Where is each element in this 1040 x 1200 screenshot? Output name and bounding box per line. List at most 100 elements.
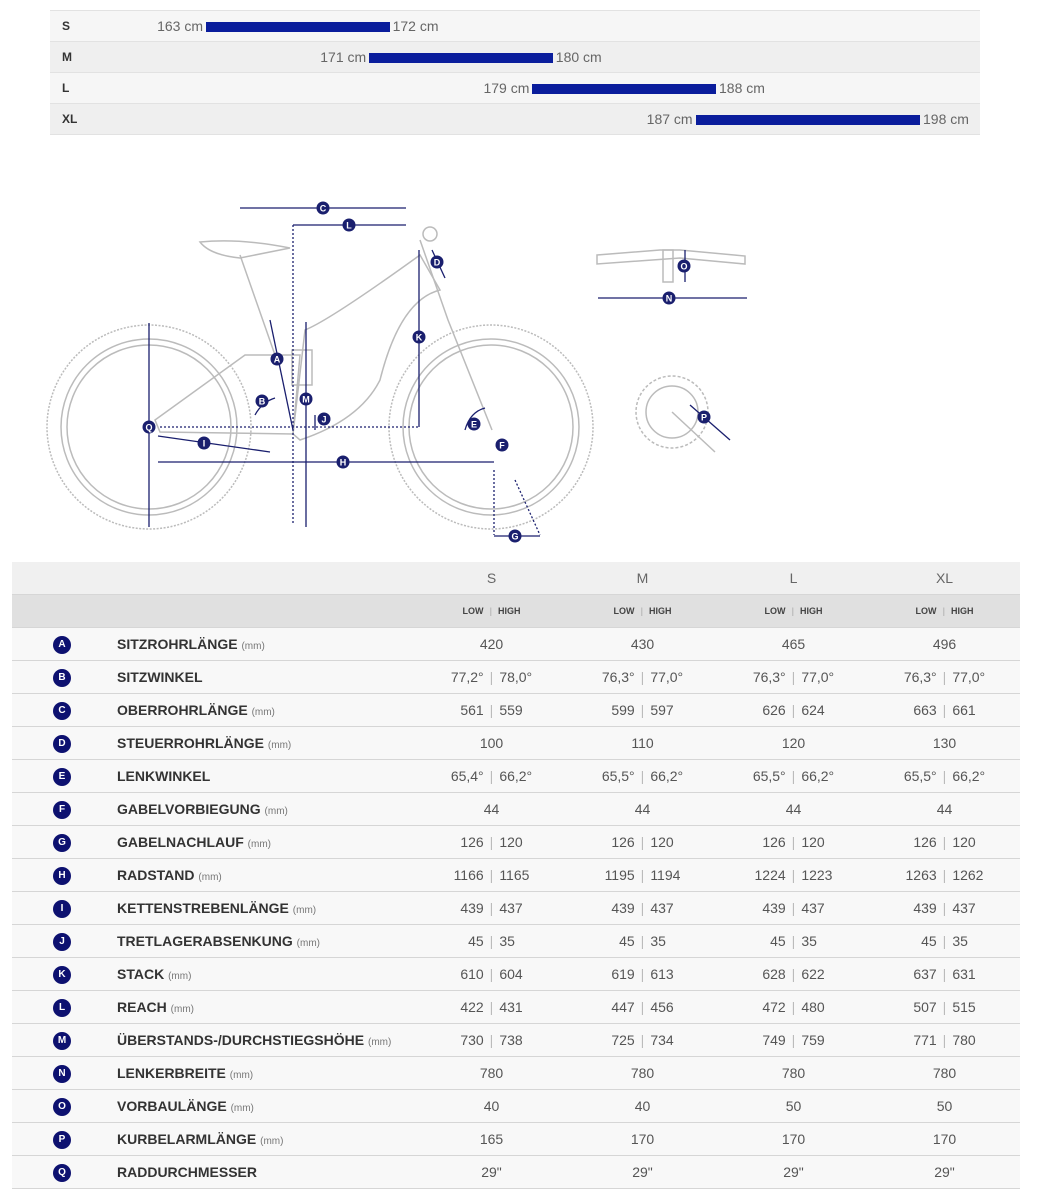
max-height: 172 cm [392,18,439,34]
measure-label: RADSTAND [117,867,195,883]
diagram-marker-k [412,330,426,344]
measure-value: 599 | 597 [567,693,718,727]
measure-value: 170 [567,1122,718,1156]
size-label: M [62,50,72,64]
frame [292,253,442,441]
geometry-row-h: H RADSTAND (mm) 1166 | 1165 1195 | 1194 1224 | 12… [12,858,1020,892]
saddle [198,240,291,259]
bike-outline [46,226,746,530]
measure-value: 637 | 631 [869,957,1020,991]
crank-arm [671,411,716,453]
low-high-label: LOW | HIGH [718,594,869,628]
measure-unit: (mm) [296,938,320,949]
measure-value: 29" [869,1155,1020,1189]
measure-value: 663 | 661 [869,693,1020,727]
size-label: S [62,19,71,33]
diagram-marker-q [142,420,156,434]
measure-value: 170 [869,1122,1020,1156]
size-label: XL [62,112,78,126]
measure-value: 130 [869,726,1020,760]
diagram-marker-label: I [203,439,206,449]
seatpost [239,254,276,356]
min-height: 163 cm [157,18,203,34]
diagram-marker-l [342,218,356,232]
geometry-row-c: C OBERROHRLÄNGE (mm) 561 | 559 599 | 597 626 | 62… [12,693,1020,727]
measure-value: 170 [718,1122,869,1156]
diagram-marker-label: G [511,532,518,542]
geometry-row-m: M ÜBERSTANDS-/DURCHSTIEGSHÖHE (mm) 730 | 73… [12,1023,1020,1057]
measure-value: 771 | 780 [869,1023,1020,1057]
measure-value: 76,3° | 77,0° [869,660,1020,694]
measure-value: 44 [567,792,718,826]
measure-value: 76,3° | 77,0° [718,660,869,694]
measure-value: 430 [567,627,718,661]
row-marker: J [53,933,71,951]
measure-label: STEUERROHRLÄNGE [117,735,265,751]
diagram-marker-label: Q [145,423,152,433]
diagram-marker-f [495,438,509,452]
diagram-marker-label: N [666,294,673,304]
measure-value: 126 | 120 [718,825,869,859]
measure-unit: (mm) [168,971,192,982]
measure-value: 44 [869,792,1020,826]
geometry-row-o: O VORBAULÄNGE (mm) 40 40 50 50 [12,1089,1020,1123]
measure-value: 29" [718,1155,869,1189]
measure-label: GABELNACHLAUF [117,834,244,850]
measure-value: 50 [718,1089,869,1123]
stem [422,226,438,242]
measure-value: 1166 | 1165 [416,858,567,892]
measure-value: 110 [567,726,718,760]
diagram-marker-label: M [302,395,310,405]
measure-label: STACK [117,966,165,982]
diagram-marker-label: D [434,258,441,268]
measure-value: 45 | 35 [718,924,869,958]
diagram-marker-m [299,392,313,406]
measure-value: 1195 | 1194 [567,858,718,892]
size-header-l: L [718,562,869,595]
diagram-marker-label: P [701,413,707,423]
height-row-l: L 179 cm 188 cm [50,72,980,103]
measure-value: 44 [416,792,567,826]
measure-value: 507 | 515 [869,990,1020,1024]
measure-unit: (mm) [229,1070,254,1081]
measure-label: TRETLAGERABSENKUNG [117,933,293,949]
measure-value: 76,3° | 77,0° [567,660,718,694]
measure-value: 77,2° | 78,0° [416,660,567,694]
diagram-marker-g [508,529,522,543]
measure-unit: (mm) [170,1004,194,1015]
geometry-row-l: L REACH (mm) 422 | 431 447 | 456 472 | 480 507 | 515 [12,990,1020,1024]
geometry-row-i: I KETTENSTREBENLÄNGE (mm) 439 | 437 439 | 437 4… [12,891,1020,925]
measure-label: SITZROHRLÄNGE [117,636,238,652]
measure-value: 780 [869,1056,1020,1090]
measure-value: 65,5° | 66,2° [718,759,869,793]
measure-value: 1224 | 1223 [718,858,869,892]
row-marker: N [53,1065,71,1083]
measure-unit: (mm) [247,839,271,850]
low-high-label: LOW | HIGH [869,594,1020,628]
size-header-m: M [567,562,718,595]
diagram-marker-d [430,255,444,269]
row-marker: M [53,1032,71,1050]
measure-value: 65,4° | 66,2° [416,759,567,793]
measure-label: SITZWINKEL [117,669,203,685]
measure-value: 626 | 624 [718,693,869,727]
diagram-marker-label: O [680,262,687,272]
measure-value: 439 | 437 [567,891,718,925]
geometry-row-g: G GABELNACHLAUF (mm) 126 | 120 126 | 120 126 | 12… [12,825,1020,859]
geometry-row-n: N LENKERBREITE (mm) 780 780 780 780 [12,1056,1020,1090]
geometry-row-e: E LENKWINKEL 65,4° | 66,2° 65,5° | 66,2° 65,5°… [12,759,1020,793]
geometry-row-b: B SITZWINKEL 77,2° | 78,0° 76,3° | 77,0° 76,3°… [12,660,1020,694]
diagram-marker-label: F [499,441,505,451]
measure-value: 496 [869,627,1020,661]
measure-value: 420 [416,627,567,661]
rider-height-chart: S 163 cm 172 cm M 171 cm 180 cm L 179 cm 1… [50,10,980,135]
diagram-marker-label: B [259,397,266,407]
measure-value: 628 | 622 [718,957,869,991]
measure-label: RADDURCHMESSER [117,1164,258,1180]
measure-value: 472 | 480 [718,990,869,1024]
measure-value: 29" [567,1155,718,1189]
measure-value: 120 [718,726,869,760]
rear-triangle [154,354,301,435]
row-marker: Q [53,1164,71,1182]
handlebar-top [596,249,746,265]
